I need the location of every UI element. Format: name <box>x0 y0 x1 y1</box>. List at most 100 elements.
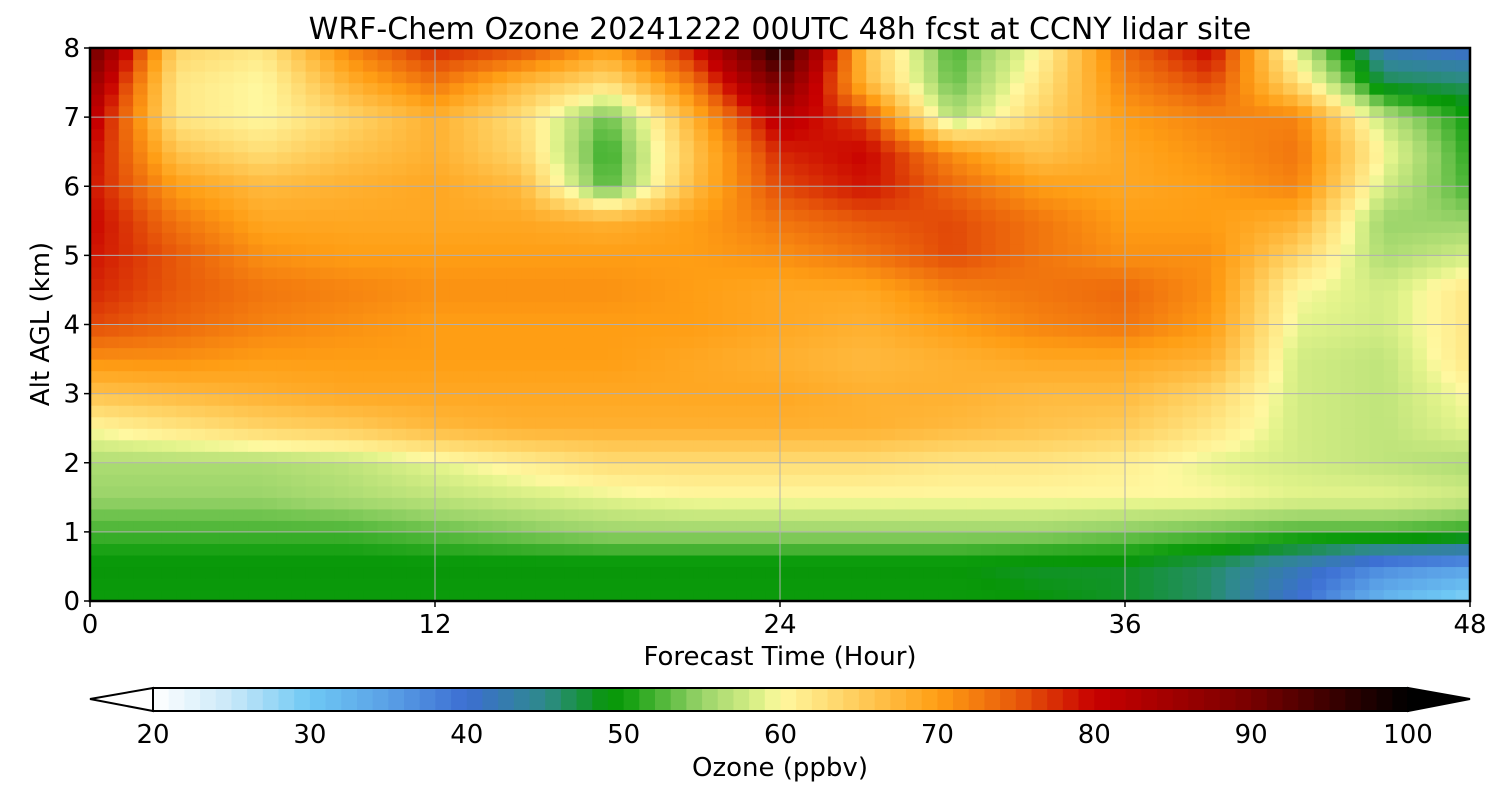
heatmap-cell <box>995 232 1011 245</box>
heatmap-cell <box>133 278 149 291</box>
heatmap-cell <box>463 451 479 464</box>
heatmap-cell <box>435 485 450 498</box>
heatmap-cell <box>506 497 522 510</box>
heatmap-cell <box>981 117 997 130</box>
heatmap-cell <box>736 497 752 510</box>
heatmap-cell <box>161 554 177 568</box>
heatmap-cell <box>435 82 450 95</box>
heatmap-cell <box>708 232 724 245</box>
heatmap-cell <box>866 577 882 591</box>
heatmap-cell <box>981 531 997 544</box>
heatmap-cell <box>1326 197 1342 210</box>
heatmap-cell <box>1153 566 1169 579</box>
heatmap-cell <box>1311 232 1327 245</box>
heatmap-cell <box>1254 71 1270 84</box>
heatmap-cell <box>377 289 393 303</box>
heatmap-cell <box>693 416 709 429</box>
heatmap-cell <box>1225 105 1241 118</box>
heatmap-cell <box>1096 151 1112 164</box>
heatmap-cell <box>1441 278 1457 291</box>
heatmap-cell <box>636 255 652 268</box>
heatmap-cell <box>363 520 379 533</box>
heatmap-cell <box>147 462 163 475</box>
heatmap-cell <box>1196 301 1212 314</box>
heatmap-cell <box>1211 174 1227 187</box>
heatmap-cell <box>1225 589 1241 602</box>
heatmap-cell <box>1038 48 1054 61</box>
heatmap-cell <box>751 382 767 395</box>
heatmap-cell <box>1240 485 1255 498</box>
heatmap-cell <box>1067 209 1083 222</box>
heatmap-cell <box>478 255 494 268</box>
heatmap-cell <box>1297 301 1313 314</box>
heatmap-cell <box>406 554 422 568</box>
heatmap-cell <box>1283 566 1299 579</box>
heatmap-cell <box>1081 94 1097 107</box>
heatmap-cell <box>1283 266 1299 280</box>
heatmap-cell <box>1412 266 1428 280</box>
heatmap-cell <box>593 451 609 464</box>
heatmap-cell <box>995 278 1011 291</box>
heatmap-cell <box>909 439 925 452</box>
heatmap-cell <box>1110 577 1126 591</box>
heatmap-cell <box>550 451 565 464</box>
heatmap-cell <box>1441 48 1457 61</box>
heatmap-cell <box>161 370 177 383</box>
heatmap-cell <box>190 255 206 268</box>
heatmap-cell <box>1326 370 1342 383</box>
heatmap-cell <box>219 140 235 153</box>
heatmap-cell <box>1196 336 1212 349</box>
heatmap-cell <box>190 485 206 498</box>
heatmap-cell <box>118 508 134 521</box>
heatmap-cell <box>133 94 149 107</box>
heatmap-cell <box>406 209 422 222</box>
heatmap-cell <box>1283 232 1299 245</box>
heatmap-cell <box>1153 393 1169 406</box>
heatmap-cell <box>291 82 307 95</box>
heatmap-cell <box>851 589 867 602</box>
heatmap-cell <box>995 554 1011 568</box>
heatmap-cell <box>1053 197 1069 210</box>
heatmap-cell <box>305 416 321 429</box>
heatmap-cell <box>1196 485 1212 498</box>
heatmap-cell <box>1426 416 1442 429</box>
heatmap-cell <box>104 82 120 95</box>
heatmap-cell <box>1096 255 1112 268</box>
heatmap-cell <box>650 451 666 464</box>
heatmap-cell <box>478 151 494 164</box>
heatmap-cell <box>1441 71 1457 84</box>
heatmap-cell <box>564 451 580 464</box>
heatmap-cell <box>147 197 163 210</box>
heatmap-cell <box>636 589 652 602</box>
heatmap-cell <box>320 577 335 591</box>
heatmap-cell <box>621 336 637 349</box>
heatmap-cell <box>966 347 982 360</box>
heatmap-cell <box>636 347 652 360</box>
heatmap-cell <box>895 209 910 222</box>
heatmap-cell <box>1268 531 1284 544</box>
heatmap-cell <box>391 71 407 84</box>
heatmap-cell <box>276 416 292 429</box>
heatmap-cell <box>1412 232 1428 245</box>
heatmap-cell <box>1182 382 1198 395</box>
heatmap-cell <box>995 359 1011 372</box>
heatmap-cell <box>262 174 278 187</box>
heatmap-cell <box>1455 312 1471 326</box>
heatmap-cell <box>650 94 666 107</box>
heatmap-cell <box>1426 566 1442 579</box>
heatmap-cell <box>478 462 494 475</box>
heatmap-cell <box>291 163 307 176</box>
heatmap-cell <box>1455 462 1471 475</box>
heatmap-cell <box>679 163 695 176</box>
heatmap-cell <box>348 140 364 153</box>
heatmap-cell <box>506 439 522 452</box>
heatmap-cell <box>823 278 839 291</box>
heatmap-cell <box>564 128 580 141</box>
heatmap-cell <box>952 589 968 602</box>
heatmap-cell <box>90 163 105 176</box>
heatmap-cell <box>952 451 968 464</box>
x-axis-ticks: 0 12 24 36 48 <box>82 601 1487 640</box>
heatmap-cell <box>794 197 810 210</box>
heatmap-cell <box>751 508 767 521</box>
heatmap-cell <box>1369 266 1385 280</box>
